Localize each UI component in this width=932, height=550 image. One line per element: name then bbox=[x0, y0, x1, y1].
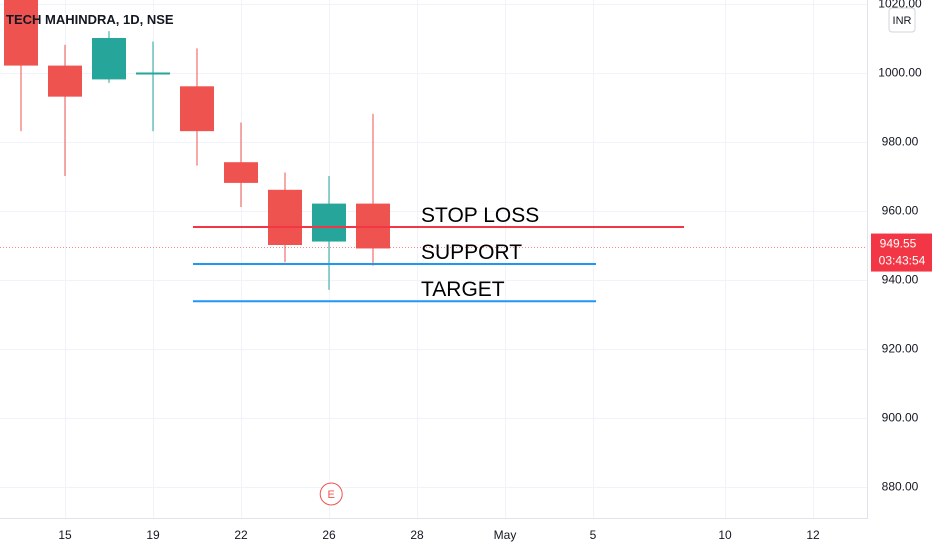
level-label-1: SUPPORT bbox=[421, 241, 522, 264]
bar-countdown: 03:43:54 bbox=[879, 254, 926, 268]
x-tick-label-0: 15 bbox=[58, 528, 72, 542]
y-tick-label-4: 940.00 bbox=[882, 273, 919, 287]
candle-5[interactable] bbox=[224, 122, 258, 208]
candle-body-5 bbox=[224, 162, 258, 183]
candle-body-8 bbox=[356, 203, 390, 249]
level-lines[interactable] bbox=[193, 226, 684, 303]
candles[interactable] bbox=[4, 0, 390, 290]
candle-body-7 bbox=[312, 203, 346, 242]
price-axis[interactable]: 1020.00 1000.00 980.00 960.00 940.00 920.00 90… bbox=[878, 0, 922, 494]
x-tick-label-3: 26 bbox=[322, 528, 336, 542]
price-axis-background bbox=[868, 0, 932, 550]
y-tick-label-5: 920.00 bbox=[882, 342, 919, 356]
candle-8[interactable] bbox=[356, 113, 390, 266]
candle-0[interactable] bbox=[4, 0, 38, 132]
earnings-event-circle bbox=[319, 482, 343, 506]
currency-label: INR bbox=[893, 15, 912, 27]
symbol-title[interactable]: TECH MAHINDRA, 1D, NSE bbox=[6, 12, 174, 27]
y-tick-label-3: 960.00 bbox=[882, 204, 919, 218]
earnings-event-label: E bbox=[328, 489, 335, 501]
y-tick-label-7: 880.00 bbox=[882, 480, 919, 494]
candle-3[interactable] bbox=[136, 41, 170, 132]
x-tick-label-6: 5 bbox=[590, 528, 597, 542]
y-tick-label-1: 1000.00 bbox=[878, 66, 922, 80]
x-tick-label-2: 22 bbox=[234, 528, 248, 542]
candle-body-3 bbox=[136, 72, 170, 75]
candle-1[interactable] bbox=[48, 44, 82, 176]
currency-badge[interactable]: INR bbox=[888, 7, 916, 33]
candle-6[interactable] bbox=[268, 172, 302, 263]
candle-body-0 bbox=[4, 0, 38, 66]
y-tick-label-2: 980.00 bbox=[882, 135, 919, 149]
time-axis[interactable]: 15 19 22 26 28 May 5 10 12 bbox=[58, 528, 820, 542]
grid bbox=[0, 0, 868, 518]
candle-7[interactable] bbox=[312, 176, 346, 290]
level-label-0: STOP LOSS bbox=[421, 204, 539, 227]
x-tick-label-7: 10 bbox=[718, 528, 732, 542]
candle-body-1 bbox=[48, 65, 82, 97]
y-tick-label-6: 900.00 bbox=[882, 411, 919, 425]
candle-4[interactable] bbox=[180, 48, 214, 166]
y-tick-label-0: 1020.00 bbox=[878, 0, 922, 11]
current-price-badge: 949.55 03:43:54 bbox=[871, 233, 932, 272]
x-tick-label-8: 12 bbox=[806, 528, 820, 542]
level-labels: STOP LOSS SUPPORT TARGET bbox=[421, 204, 539, 301]
x-tick-label-4: 28 bbox=[410, 528, 424, 542]
candle-body-2 bbox=[92, 38, 126, 80]
x-tick-label-5: May bbox=[494, 528, 517, 542]
x-tick-label-1: 19 bbox=[146, 528, 160, 542]
candle-body-4 bbox=[180, 86, 214, 132]
earnings-event-marker[interactable]: E bbox=[319, 482, 343, 506]
level-label-2: TARGET bbox=[421, 278, 505, 301]
candle-body-6 bbox=[268, 189, 302, 245]
candle-2[interactable] bbox=[92, 31, 126, 83]
current-price-value: 949.55 bbox=[880, 237, 917, 251]
